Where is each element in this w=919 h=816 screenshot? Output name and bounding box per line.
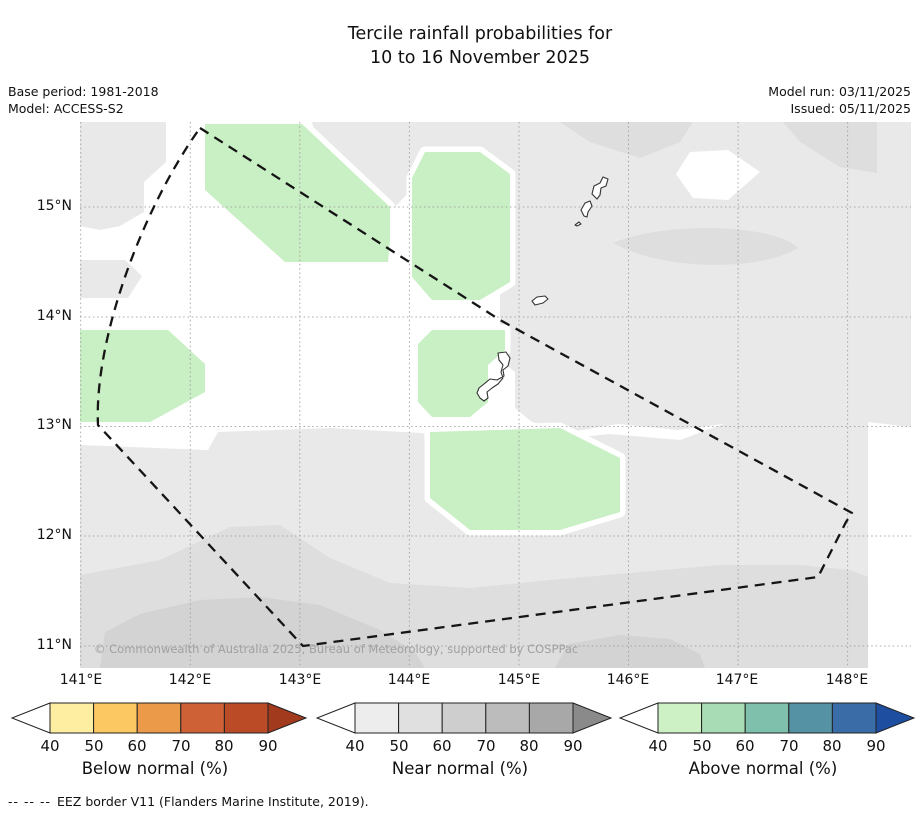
near-seg-70-80 xyxy=(485,702,530,734)
region-near-normal-60-bottomleft xyxy=(100,597,425,668)
model-name: Model: ACCESS-S2 xyxy=(8,101,124,116)
y-tick-15n: 15°N xyxy=(36,198,72,214)
colorbar-strip xyxy=(10,702,916,734)
y-tick-11n: 11°N xyxy=(36,637,72,653)
near-tick-70: 70 xyxy=(476,737,496,755)
caption-below-normal: Below normal (%) xyxy=(81,759,229,778)
figure-title: Tercile rainfall probabilities for 10 to… xyxy=(40,22,919,70)
x-tick-146e: 146°E xyxy=(606,672,650,688)
below-seg-60-70 xyxy=(136,702,182,734)
region-above-normal-main xyxy=(199,122,396,268)
above-seg-60-70 xyxy=(744,702,790,734)
above-tick-70: 70 xyxy=(779,737,799,755)
x-tick-147e: 147°E xyxy=(715,672,759,688)
probability-map: © Commonwealth of Australia 2025, Bureau… xyxy=(80,122,911,668)
near-seg-50-60 xyxy=(398,702,443,734)
x-tick-141e: 141°E xyxy=(59,672,103,688)
island-aguijan xyxy=(574,221,582,227)
near-seg-40-50 xyxy=(354,702,400,734)
below-tick-80: 80 xyxy=(214,737,234,755)
near-tick-90: 90 xyxy=(563,737,583,755)
below-tick-50: 50 xyxy=(84,737,104,755)
island-saipan xyxy=(591,176,609,200)
above-tick-40: 40 xyxy=(648,737,668,755)
eez-dash-symbol: -- -- -- xyxy=(8,794,52,809)
region-above-normal-south xyxy=(424,422,626,536)
region-near-normal-wedge xyxy=(312,122,452,228)
above-right-arrow xyxy=(875,702,916,734)
below-seg-70-80 xyxy=(180,702,225,734)
region-below40-diamond xyxy=(676,150,760,200)
above-tick-90: 90 xyxy=(866,737,886,755)
region-near-normal-rightfield xyxy=(452,122,911,432)
below-tick-70: 70 xyxy=(171,737,191,755)
x-tick-142e: 142°E xyxy=(168,672,212,688)
near-tick-40: 40 xyxy=(345,737,365,755)
below-seg-50-60 xyxy=(93,702,138,734)
above-seg-80-90 xyxy=(831,702,877,734)
above-seg-50-60 xyxy=(701,702,746,734)
region-above-normal-guam xyxy=(412,324,511,423)
region-near-normal-50-topright xyxy=(783,122,877,173)
above-tick-80: 80 xyxy=(822,737,842,755)
title-line-2: 10 to 16 November 2025 xyxy=(370,48,590,68)
below-seg-80-90 xyxy=(223,702,269,734)
islands xyxy=(476,176,609,402)
near-right-arrow xyxy=(572,702,613,734)
island-tinian xyxy=(580,200,593,218)
eez-border xyxy=(96,126,854,648)
eez-legend-note: -- -- -- EEZ border V11 (Flanders Marine … xyxy=(8,794,369,809)
above-seg-40-50 xyxy=(657,702,703,734)
below-seg-40-50 xyxy=(49,702,95,734)
island-rota xyxy=(531,295,549,306)
below-left-arrow xyxy=(10,702,51,734)
below-tick-40: 40 xyxy=(40,737,60,755)
above-tick-60: 60 xyxy=(735,737,755,755)
map-gridlines xyxy=(80,122,911,668)
eez-note-text: EEZ border V11 (Flanders Marine Institut… xyxy=(57,794,369,809)
colorbar-near-normal xyxy=(315,702,613,734)
above-tick-50: 50 xyxy=(692,737,712,755)
island-guam xyxy=(476,351,511,402)
above-seg-70-80 xyxy=(788,702,833,734)
base-period: Base period: 1981-2018 xyxy=(8,84,159,99)
below-tick-90: 90 xyxy=(258,737,278,755)
issued-date: Issued: 05/11/2025 xyxy=(790,101,912,116)
y-tick-12n: 12°N xyxy=(36,527,72,543)
near-tick-60: 60 xyxy=(432,737,452,755)
region-near-normal-50-lenticular xyxy=(613,228,798,265)
region-above-normal-west xyxy=(80,324,211,428)
meta-left: Base period: 1981-2018 Model: ACCESS-S2 xyxy=(8,83,159,117)
copyright-text: © Commonwealth of Australia 2025, Bureau… xyxy=(94,642,578,656)
below-tick-60: 60 xyxy=(127,737,147,755)
title-line-1: Tercile rainfall probabilities for xyxy=(347,24,613,44)
y-tick-13n: 13°N xyxy=(36,417,72,433)
x-tick-148e: 148°E xyxy=(825,672,869,688)
caption-above-normal: Above normal (%) xyxy=(688,759,838,778)
below-right-arrow xyxy=(267,702,308,734)
colorbar-above-normal xyxy=(618,702,916,734)
x-tick-143e: 143°E xyxy=(278,672,322,688)
model-run-date: Model run: 03/11/2025 xyxy=(768,84,911,99)
caption-near-normal: Near normal (%) xyxy=(391,759,529,778)
near-left-arrow xyxy=(315,702,356,734)
near-seg-60-70 xyxy=(441,702,487,734)
x-tick-145e: 145°E xyxy=(497,672,541,688)
region-above-normal-octagon xyxy=(406,146,516,306)
near-seg-80-90 xyxy=(528,702,574,734)
above-left-arrow xyxy=(618,702,659,734)
meta-right: Model run: 03/11/2025 Issued: 05/11/2025 xyxy=(768,83,911,117)
near-tick-80: 80 xyxy=(519,737,539,755)
region-near-normal-topleft xyxy=(80,122,166,230)
x-tick-144e: 144°E xyxy=(387,672,431,688)
colorbar-below-normal xyxy=(10,702,308,734)
y-tick-14n: 14°N xyxy=(36,308,72,324)
region-near-normal-50-top-bulge xyxy=(560,122,693,158)
near-tick-50: 50 xyxy=(389,737,409,755)
region-near-normal-60-bottommid xyxy=(555,635,705,668)
